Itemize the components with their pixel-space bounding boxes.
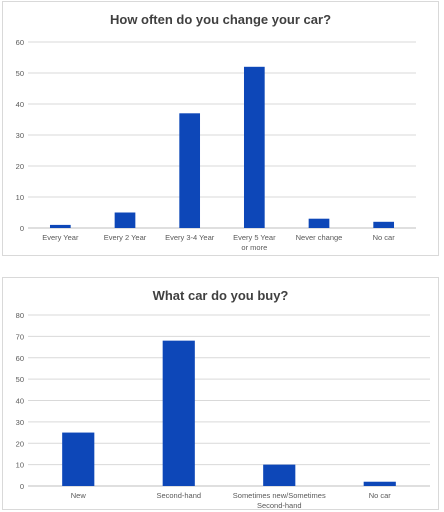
chart-title: What car do you buy? [152,288,289,303]
x-tick-label: or more [241,243,267,252]
y-tick-label: 70 [16,332,24,341]
y-tick-label: 20 [16,439,24,448]
x-tick-label: Second-hand [156,491,201,500]
y-tick-label: 10 [16,461,24,470]
y-tick-label: 40 [16,100,24,109]
y-tick-label: 80 [16,311,24,320]
x-tick-label: Second-hand [257,501,302,510]
x-tick-label: New [71,491,87,500]
x-tick-label: Every 2 Year [104,233,147,242]
bar-buy-0 [62,432,95,486]
bar-buy-2 [263,464,296,486]
x-tick-label: Every 5 Year [233,233,276,242]
y-tick-label: 0 [20,482,24,491]
y-tick-label: 0 [20,224,24,233]
chart-panel-car-change-frequency: How often do you change your car? 0 10 20 3… [2,1,439,256]
y-tick-label: 60 [16,354,24,363]
bar-freq-1 [114,212,136,228]
x-tick-label: No car [369,491,392,500]
x-tick-label: Every 3-4 Year [165,233,215,242]
bar-freq-2 [179,113,201,228]
y-tick-label: 10 [16,193,24,202]
y-tick-label: 20 [16,162,24,171]
x-tick-label: Every Year [42,233,79,242]
bar-chart-car-change-frequency: 0 10 20 30 40 50 60 Every Year Every 2 Year Every… [16,38,416,252]
y-tick-label: 60 [16,38,24,47]
y-tick-label: 30 [16,131,24,140]
bar-buy-3 [363,481,396,486]
bar-freq-3 [243,66,265,228]
y-tick-label: 50 [16,69,24,78]
chart-title: How often do you change your car? [109,12,332,27]
x-tick-label: Never change [296,233,343,242]
y-tick-label: 50 [16,375,24,384]
bar-freq-4 [308,218,330,228]
bar-buy-1 [162,340,195,486]
chart-panel-car-purchase-type: What car do you buy? 0 10 20 30 40 50 60 70 80 Ne… [2,277,439,510]
bar-freq-0 [49,224,71,228]
x-tick-label: Sometimes new/Sometimes [233,491,326,500]
y-tick-label: 40 [16,397,24,406]
bar-freq-5 [373,221,395,228]
x-tick-label: No car [373,233,396,242]
y-tick-label: 30 [16,418,24,427]
